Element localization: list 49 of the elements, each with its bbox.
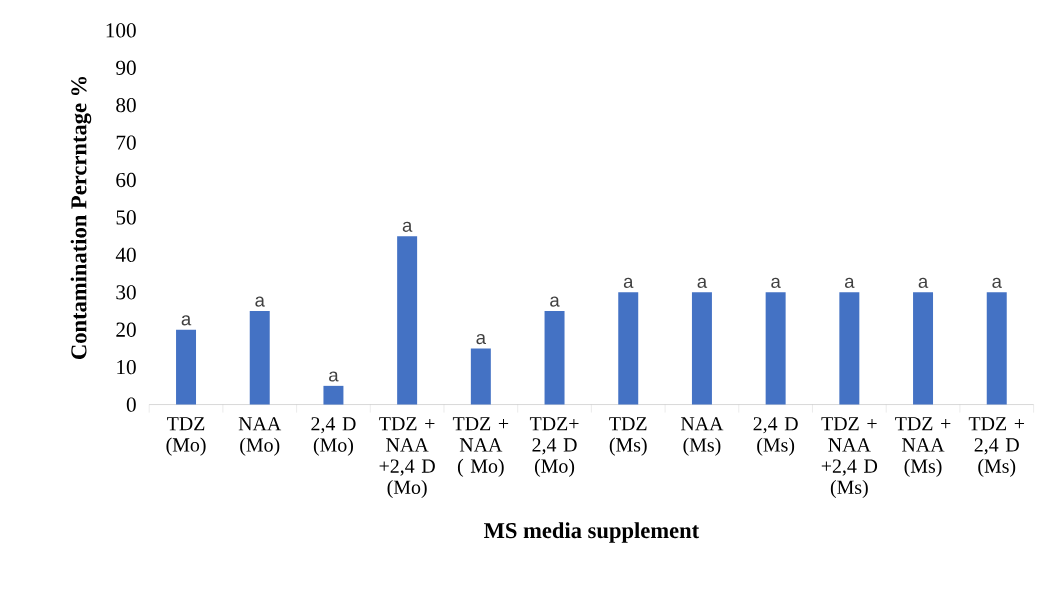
bar [618,292,639,405]
bar [249,310,270,405]
y-tick-label: 0 [126,397,136,412]
bar [323,385,344,405]
y-axis-title: Contamination Percrntage % [70,76,92,359]
annotation: a [918,277,929,288]
x-tick-label: TDZ + NAA +2,4 D (Ms) [821,416,878,498]
annotation: a [697,277,708,288]
annotation: a [844,277,855,288]
annotation: a [329,371,339,382]
annotation: a [550,296,560,307]
annotation: a [181,315,192,326]
annotation: a [992,277,1002,288]
y-tick-label: 30 [116,284,136,300]
bar [176,329,197,405]
annotation: a [623,277,634,288]
annotation: a [771,277,781,288]
annotation: a [255,296,265,307]
bar [397,235,418,405]
x-tick-label: TDZ+ 2,4 D (Mo) [529,416,579,477]
bar [986,292,1007,405]
x-tick-label: TDZ (Mo) [166,416,206,456]
x-tick-label: TDZ + NAA (Ms) [895,416,951,477]
y-tick-label: 20 [116,322,136,337]
y-tick-label: 40 [115,247,136,262]
y-tick-label: 70 [116,135,136,150]
annotation: a [402,221,413,232]
x-tick-label: 2,4 D (Ms) [753,416,798,456]
y-tick-label: 90 [116,60,136,75]
bar [470,348,491,405]
y-tick-label: 50 [116,210,136,225]
x-axis-title: MS media supplement [484,522,700,543]
bar [765,292,786,405]
y-tick-label: 60 [116,172,136,187]
y-tick-label: 10 [117,359,136,375]
x-tick-label: TDZ + 2,4 D (Ms) [968,416,1025,477]
x-tick-label: 2,4 D (Mo) [311,416,356,456]
annotation: a [476,333,487,344]
y-tick-label: 80 [116,97,136,113]
x-tick-label: TDZ (Ms) [609,416,647,456]
bar [913,292,934,405]
y-tick-label: 100 [106,22,136,38]
bar [839,292,860,405]
bar [691,292,712,405]
x-tick-label: TDZ + NAA +2,4 D (Mo) [379,416,435,498]
x-tick-label: TDZ + NAA ( Mo) [452,416,509,477]
x-tick-label: NAA (Mo) [238,416,282,456]
x-tick-label: NAA (Ms) [680,416,724,456]
bar [544,310,565,405]
